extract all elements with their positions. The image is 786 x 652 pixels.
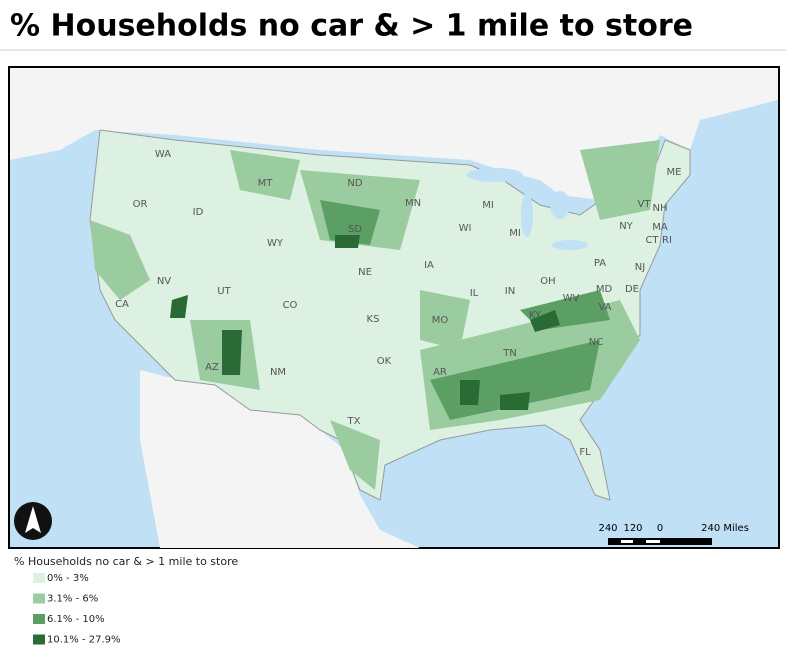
state-label: ND [347, 178, 362, 189]
scale-label: 240 [598, 523, 617, 534]
lake-superior [467, 168, 523, 182]
state-label: RI [662, 235, 672, 246]
state-label: TN [502, 348, 517, 359]
state-label: KY [529, 310, 542, 321]
state-label: NV [157, 276, 171, 287]
patches-dark [170, 235, 560, 410]
title: % Households no car & > 1 mile to store [10, 9, 693, 44]
state-label: MN [405, 198, 421, 209]
state-label: VT [638, 199, 652, 210]
state-label: CO [283, 300, 298, 311]
state-label: IA [424, 260, 434, 271]
lake-huron [550, 191, 570, 219]
scale-label: 0 [657, 523, 663, 534]
state-label: NE [358, 267, 372, 278]
legend-swatch [33, 593, 45, 604]
state-label: CT [645, 235, 659, 246]
north-arrow [14, 502, 52, 540]
state-label: MA [652, 222, 668, 233]
legend-label: 3.1% - 6% [47, 594, 98, 605]
state-label: WV [563, 293, 580, 304]
state-label: ID [193, 207, 204, 218]
legend-label: 10.1% - 27.9% [47, 635, 121, 646]
state-label: NH [653, 203, 668, 214]
state-label: NM [270, 367, 286, 378]
state-label: WA [155, 149, 171, 160]
legend-swatch [33, 614, 45, 624]
state-label: SD [348, 224, 362, 235]
state-label: NY [619, 221, 633, 232]
state-label: MI [509, 228, 521, 239]
state-label: OK [377, 356, 392, 367]
scale-label: 120 [623, 523, 642, 534]
legend-swatch [33, 634, 45, 645]
state-label: ME [667, 167, 682, 178]
state-label: MI [482, 200, 494, 211]
legend-title: % Households no car & > 1 mile to store [14, 555, 238, 568]
legend: 0% - 3% 3.1% - 6% 6.1% - 10% 10.1% - 27.9% [33, 573, 121, 646]
state-label: WI [459, 223, 472, 234]
mexico [140, 370, 420, 548]
state-label: MD [596, 284, 613, 295]
state-label: MT [258, 178, 274, 189]
legend-label: 0% - 3% [47, 573, 89, 584]
state-label: IL [470, 288, 479, 299]
state-label: NJ [635, 262, 645, 273]
state-label: OH [540, 276, 555, 287]
state-label: WY [267, 238, 284, 249]
state-label: UT [217, 286, 231, 297]
state-label: NC [589, 337, 603, 348]
state-labels: WA OR ID MT WY ND SD MN WI MI MI NE IA IL IN OH PA NY VT NH… [115, 149, 681, 458]
state-label: OR [133, 199, 148, 210]
lake-michigan [521, 193, 533, 237]
state-label: AR [433, 367, 447, 378]
lake-erie [552, 240, 588, 250]
state-label: KS [367, 314, 380, 325]
state-label: AZ [205, 362, 219, 373]
state-label: IN [505, 286, 515, 297]
state-label: FL [579, 447, 591, 458]
map-frame: WA OR ID MT WY ND SD MN WI MI MI NE IA IL IN OH PA NY VT NH… [8, 66, 780, 549]
scale-label: 240 Miles [701, 523, 749, 534]
state-label: TX [347, 416, 361, 427]
state-label: CA [115, 299, 129, 310]
state-label: VA [598, 302, 611, 313]
legend-label: 6.1% - 10% [47, 614, 105, 625]
state-label: PA [594, 258, 606, 269]
state-label: DE [625, 284, 639, 295]
scale-bar: 240 120 0 240 Miles [598, 523, 749, 545]
legend-swatch [33, 573, 45, 583]
state-label: MO [432, 315, 449, 326]
